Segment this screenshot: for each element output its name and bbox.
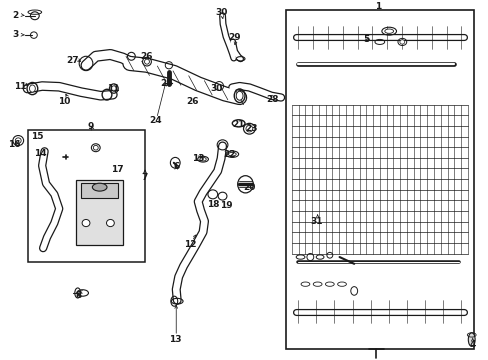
Ellipse shape: [92, 183, 107, 191]
Ellipse shape: [93, 145, 98, 150]
Text: 7: 7: [142, 173, 148, 182]
Ellipse shape: [468, 333, 474, 346]
Text: 13: 13: [191, 154, 204, 163]
Text: 25: 25: [160, 80, 172, 89]
Text: 20: 20: [243, 183, 255, 192]
Text: 5: 5: [363, 35, 369, 44]
Text: 26: 26: [186, 97, 198, 106]
Ellipse shape: [399, 40, 404, 44]
Bar: [285, 10, 473, 348]
Text: 2: 2: [12, 10, 19, 19]
Text: 1: 1: [375, 2, 381, 11]
Bar: [76, 180, 122, 244]
Text: 26: 26: [141, 52, 153, 61]
Ellipse shape: [228, 152, 236, 156]
Ellipse shape: [245, 126, 252, 132]
Text: 21: 21: [232, 120, 244, 129]
Ellipse shape: [29, 85, 35, 92]
Text: 23: 23: [245, 123, 258, 132]
Text: 9: 9: [87, 122, 94, 131]
Text: 30: 30: [214, 8, 227, 17]
Text: 27: 27: [66, 57, 79, 66]
Text: 19: 19: [219, 201, 232, 210]
Ellipse shape: [106, 220, 114, 226]
Text: 31: 31: [310, 217, 322, 226]
Text: 17: 17: [111, 166, 124, 175]
Text: 6: 6: [173, 162, 179, 171]
Text: 24: 24: [149, 116, 162, 125]
Text: 30: 30: [210, 84, 222, 93]
Ellipse shape: [144, 59, 149, 64]
Text: 8: 8: [76, 291, 81, 300]
Text: 4: 4: [468, 340, 475, 349]
Ellipse shape: [200, 157, 206, 161]
Text: 16: 16: [8, 140, 20, 149]
Text: 3: 3: [12, 30, 19, 39]
Bar: [27, 130, 144, 262]
Text: 18: 18: [206, 200, 219, 209]
Ellipse shape: [236, 91, 243, 100]
Text: 11: 11: [106, 84, 119, 93]
Text: 28: 28: [266, 95, 279, 104]
Bar: [81, 183, 118, 198]
Text: 29: 29: [228, 33, 241, 42]
Text: 12: 12: [183, 240, 196, 249]
Ellipse shape: [111, 86, 116, 91]
Text: 14: 14: [34, 149, 47, 158]
Ellipse shape: [384, 29, 393, 33]
Text: 22: 22: [223, 150, 236, 159]
Text: 13: 13: [169, 335, 181, 344]
Ellipse shape: [15, 138, 21, 143]
Ellipse shape: [82, 220, 90, 226]
Text: 10: 10: [58, 96, 70, 105]
Text: 11: 11: [14, 82, 26, 91]
Text: 15: 15: [31, 132, 43, 141]
